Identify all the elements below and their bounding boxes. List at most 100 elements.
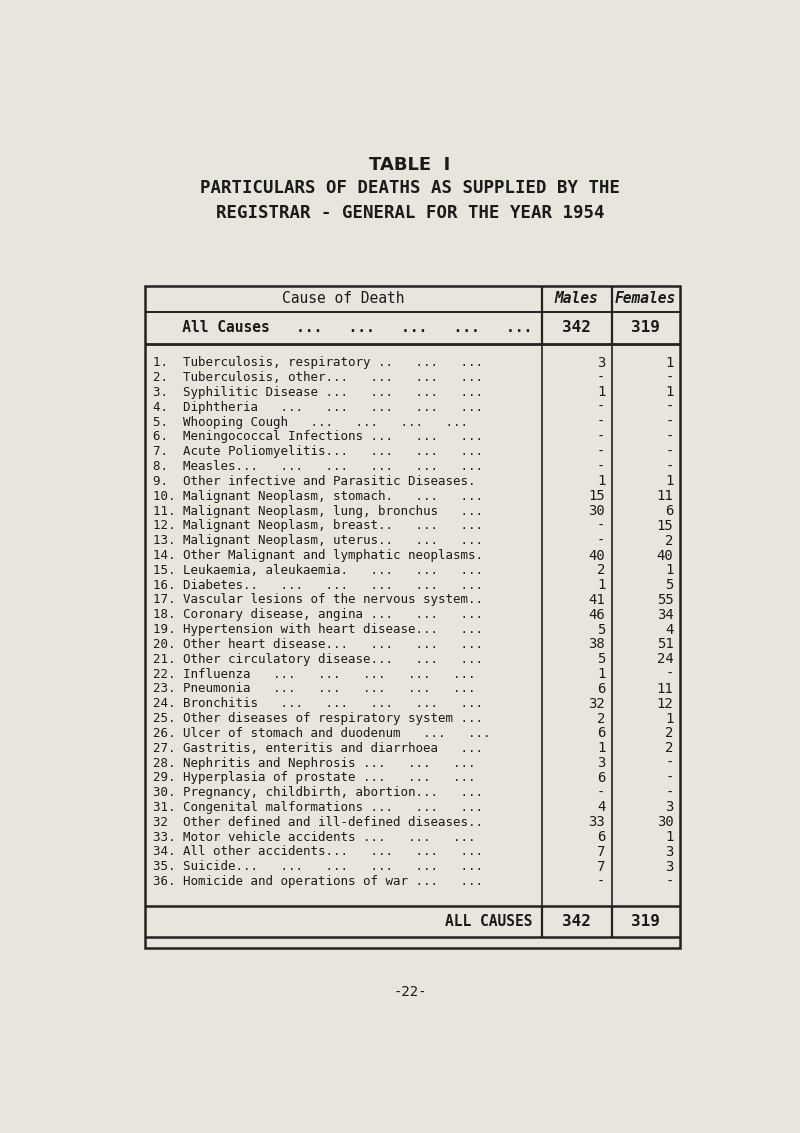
Text: 8.  Measles...   ...   ...   ...   ...   ...: 8. Measles... ... ... ... ... ... — [153, 460, 482, 474]
Text: 26. Ulcer of stomach and duodenum   ...   ...: 26. Ulcer of stomach and duodenum ... ..… — [153, 727, 490, 740]
Text: 1: 1 — [597, 385, 606, 400]
Text: 9.  Other infective and Parasitic Diseases.: 9. Other infective and Parasitic Disease… — [153, 475, 475, 488]
Bar — [145, 287, 680, 948]
Text: -: - — [665, 770, 674, 785]
Text: 2: 2 — [597, 712, 606, 725]
Text: 4.  Diphtheria   ...   ...   ...   ...   ...: 4. Diphtheria ... ... ... ... ... — [153, 401, 482, 414]
Text: TABLE  I: TABLE I — [370, 156, 450, 174]
Text: -: - — [665, 370, 674, 384]
Text: 40: 40 — [657, 548, 674, 562]
Text: 34. All other accidents...   ...   ...   ...: 34. All other accidents... ... ... ... — [153, 845, 482, 859]
Text: -: - — [597, 429, 606, 444]
Text: 1: 1 — [665, 712, 674, 725]
Text: -: - — [597, 445, 606, 459]
Text: 30. Pregnancy, childbirth, abortion...   ...: 30. Pregnancy, childbirth, abortion... .… — [153, 786, 482, 799]
Text: -: - — [597, 400, 606, 415]
Text: 33: 33 — [589, 816, 606, 829]
Text: -: - — [665, 875, 674, 888]
Text: 23. Pneumonia   ...   ...   ...   ...   ...: 23. Pneumonia ... ... ... ... ... — [153, 682, 475, 696]
Text: 342: 342 — [562, 321, 591, 335]
Text: 24. Bronchitis   ...   ...   ...   ...   ...: 24. Bronchitis ... ... ... ... ... — [153, 697, 482, 710]
Text: 4: 4 — [597, 801, 606, 815]
Text: 2.  Tuberculosis, other...   ...   ...   ...: 2. Tuberculosis, other... ... ... ... — [153, 372, 482, 384]
Text: 7: 7 — [597, 860, 606, 874]
Text: 1: 1 — [665, 475, 674, 488]
Text: 319: 319 — [631, 321, 660, 335]
Text: -: - — [597, 519, 606, 533]
Text: 15. Leukaemia, aleukaemia.   ...   ...   ...: 15. Leukaemia, aleukaemia. ... ... ... — [153, 564, 482, 577]
Text: 5: 5 — [665, 578, 674, 593]
Text: 12. Malignant Neoplasm, breast..   ...   ...: 12. Malignant Neoplasm, breast.. ... ... — [153, 519, 482, 533]
Text: 21. Other circulatory disease...   ...   ...: 21. Other circulatory disease... ... ... — [153, 653, 482, 666]
Text: 1: 1 — [665, 356, 674, 369]
Text: 15: 15 — [589, 489, 606, 503]
Text: 10. Malignant Neoplasm, stomach.   ...   ...: 10. Malignant Neoplasm, stomach. ... ... — [153, 489, 482, 503]
Text: 31. Congenital malformations ...   ...   ...: 31. Congenital malformations ... ... ... — [153, 801, 482, 813]
Text: Cause of Death: Cause of Death — [282, 291, 405, 306]
Text: 40: 40 — [589, 548, 606, 562]
Text: -: - — [597, 460, 606, 474]
Text: 32: 32 — [589, 697, 606, 710]
Text: ALL CAUSES: ALL CAUSES — [445, 914, 533, 929]
Text: 1: 1 — [597, 475, 606, 488]
Text: 1: 1 — [665, 385, 674, 400]
Text: 3: 3 — [665, 801, 674, 815]
Text: -: - — [665, 400, 674, 415]
Text: 1: 1 — [597, 667, 606, 681]
Text: -: - — [597, 415, 606, 429]
Text: 25. Other diseases of respiratory system ...: 25. Other diseases of respiratory system… — [153, 712, 482, 725]
Text: 33. Motor vehicle accidents ...   ...   ...: 33. Motor vehicle accidents ... ... ... — [153, 830, 475, 844]
Text: PARTICULARS OF DEATHS AS SUPPLIED BY THE: PARTICULARS OF DEATHS AS SUPPLIED BY THE — [200, 179, 620, 197]
Text: 4: 4 — [665, 623, 674, 637]
Text: 30: 30 — [657, 816, 674, 829]
Text: 6.  Meningococcal Infections ...   ...   ...: 6. Meningococcal Infections ... ... ... — [153, 431, 482, 443]
Text: 5: 5 — [597, 623, 606, 637]
Text: All Causes   ...   ...   ...   ...   ...: All Causes ... ... ... ... ... — [156, 321, 532, 335]
Text: 319: 319 — [631, 914, 660, 929]
Text: 32  Other defined and ill-defined diseases..: 32 Other defined and ill-defined disease… — [153, 816, 482, 829]
Text: 3: 3 — [597, 756, 606, 770]
Text: 1.  Tuberculosis, respiratory ..   ...   ...: 1. Tuberculosis, respiratory .. ... ... — [153, 356, 482, 369]
Text: -: - — [665, 756, 674, 770]
Text: 27. Gastritis, enteritis and diarrhoea   ...: 27. Gastritis, enteritis and diarrhoea .… — [153, 742, 482, 755]
Text: 1: 1 — [597, 578, 606, 593]
Text: 38: 38 — [589, 638, 606, 651]
Text: 3: 3 — [665, 860, 674, 874]
Text: 2: 2 — [665, 741, 674, 756]
Text: 6: 6 — [665, 504, 674, 518]
Text: -: - — [665, 429, 674, 444]
Text: 17. Vascular lesions of the nervous system..: 17. Vascular lesions of the nervous syst… — [153, 594, 482, 606]
Text: 46: 46 — [589, 607, 606, 622]
Text: -: - — [665, 445, 674, 459]
Text: 15: 15 — [657, 519, 674, 533]
Text: -22-: -22- — [394, 986, 426, 999]
Text: 3.  Syphilitic Disease ...   ...   ...   ...: 3. Syphilitic Disease ... ... ... ... — [153, 386, 482, 399]
Text: 16. Diabetes..   ...   ...   ...   ...   ...: 16. Diabetes.. ... ... ... ... ... — [153, 579, 482, 591]
Text: 6: 6 — [597, 770, 606, 785]
Text: 36. Homicide and operations of war ...   ...: 36. Homicide and operations of war ... .… — [153, 875, 482, 888]
Text: -: - — [597, 875, 606, 888]
Text: 7.  Acute Poliomyelitis...   ...   ...   ...: 7. Acute Poliomyelitis... ... ... ... — [153, 445, 482, 458]
Text: 5.  Whooping Cough   ...   ...   ...   ...: 5. Whooping Cough ... ... ... ... — [153, 416, 468, 428]
Text: 3: 3 — [597, 356, 606, 369]
Text: -: - — [665, 415, 674, 429]
Text: 2: 2 — [665, 726, 674, 740]
Text: 24: 24 — [657, 653, 674, 666]
Text: 6: 6 — [597, 682, 606, 696]
Text: 29. Hyperplasia of prostate ...   ...   ...: 29. Hyperplasia of prostate ... ... ... — [153, 772, 475, 784]
Text: 6: 6 — [597, 726, 606, 740]
Text: 342: 342 — [562, 914, 591, 929]
Text: 2: 2 — [597, 563, 606, 578]
Text: 19. Hypertension with heart disease...   ...: 19. Hypertension with heart disease... .… — [153, 623, 482, 636]
Text: -: - — [665, 785, 674, 800]
Text: 28. Nephritis and Nephrosis ...   ...   ...: 28. Nephritis and Nephrosis ... ... ... — [153, 757, 475, 769]
Text: 3: 3 — [665, 845, 674, 859]
Text: REGISTRAR - GENERAL FOR THE YEAR 1954: REGISTRAR - GENERAL FOR THE YEAR 1954 — [216, 204, 604, 222]
Text: 20. Other heart disease...   ...   ...   ...: 20. Other heart disease... ... ... ... — [153, 638, 482, 651]
Text: 6: 6 — [597, 830, 606, 844]
Text: 11. Malignant Neoplasm, lung, bronchus   ...: 11. Malignant Neoplasm, lung, bronchus .… — [153, 504, 482, 518]
Text: 11: 11 — [657, 682, 674, 696]
Text: Females: Females — [615, 291, 676, 306]
Text: 1: 1 — [597, 741, 606, 756]
Text: 51: 51 — [657, 638, 674, 651]
